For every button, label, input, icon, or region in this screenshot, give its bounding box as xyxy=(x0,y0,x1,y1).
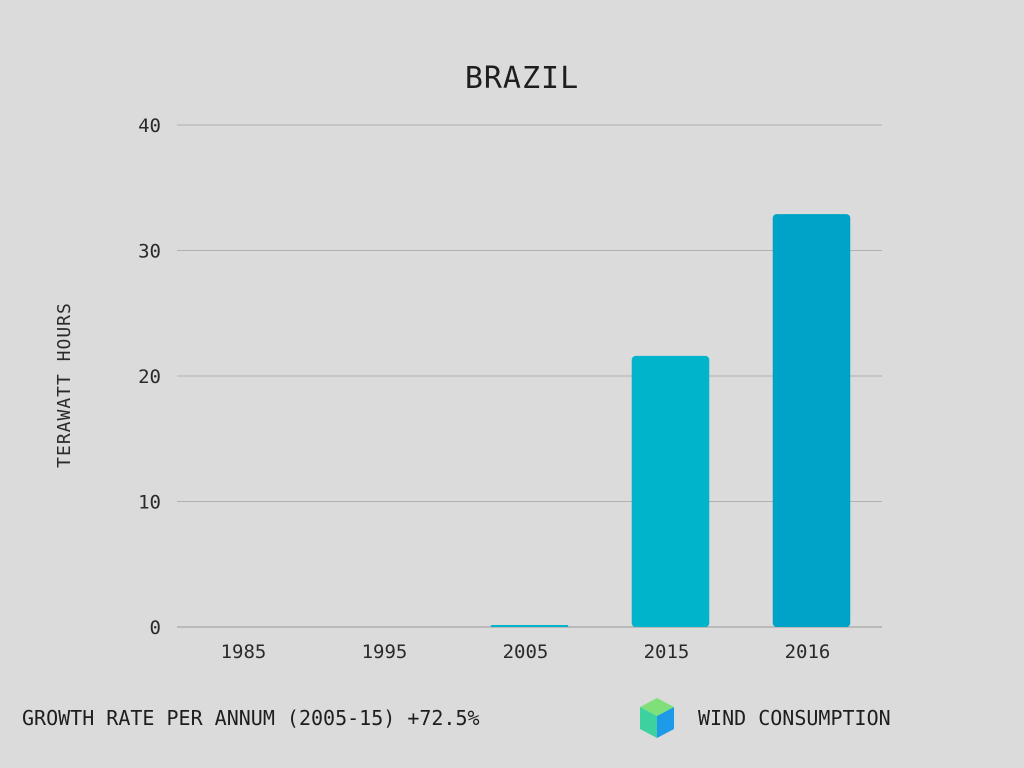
x-tick-label: 2015 xyxy=(644,641,690,663)
chart: BRAZIL TERAWATT HOURS 0 10 20 30 40 1985 1995… xyxy=(54,61,882,663)
legend: WIND CONSUMPTION xyxy=(638,696,891,740)
cube-icon xyxy=(640,698,674,738)
y-tick-label: 20 xyxy=(138,366,161,388)
bar-2005 xyxy=(490,625,569,627)
y-ticks: 0 10 20 30 40 xyxy=(138,115,161,639)
gridlines xyxy=(177,124,882,628)
chart-title: BRAZIL xyxy=(465,61,579,96)
x-ticks: 1985 1995 2005 2015 2016 xyxy=(221,641,831,663)
y-tick-label: 30 xyxy=(138,241,161,263)
y-tick-label: 40 xyxy=(138,115,161,137)
bar-2015 xyxy=(631,355,710,627)
x-tick-label: 2005 xyxy=(503,641,549,663)
bar-2016 xyxy=(772,214,851,628)
x-tick-label: 2016 xyxy=(785,641,831,663)
y-axis-label: TERAWATT HOURS xyxy=(54,302,75,468)
bars xyxy=(490,214,851,628)
x-tick-label: 1985 xyxy=(221,641,267,663)
growth-rate-text: GROWTH RATE PER ANNUM (2005-15) +72.5% xyxy=(22,706,480,730)
x-tick-label: 1995 xyxy=(362,641,408,663)
y-tick-label: 10 xyxy=(138,492,161,514)
y-tick-label: 0 xyxy=(150,617,161,639)
legend-label: WIND CONSUMPTION xyxy=(698,706,891,730)
